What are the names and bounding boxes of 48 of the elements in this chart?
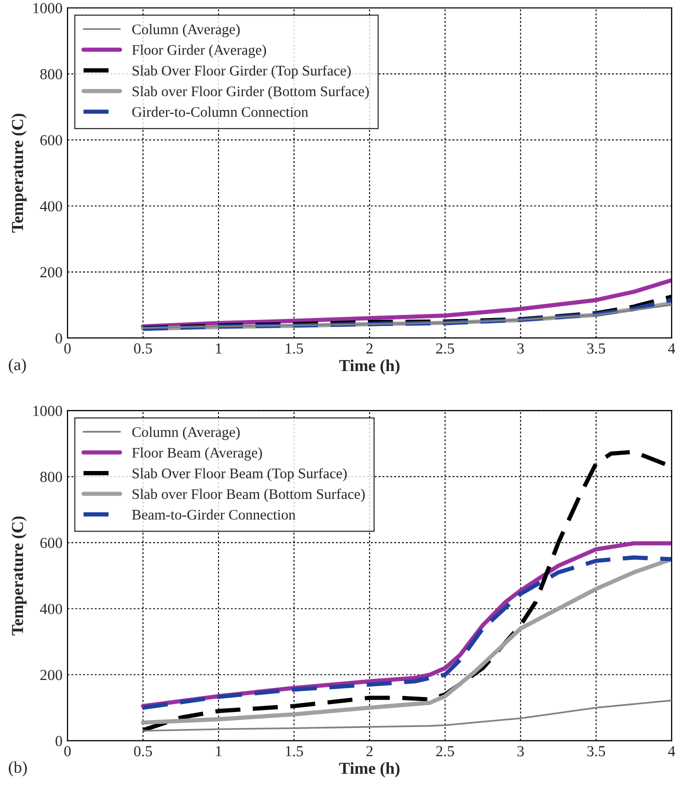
text: (a) (8, 358, 26, 374)
x-tick-label: 3.5 (587, 343, 606, 354)
x-tick-label: 3 (518, 746, 524, 756)
y-tick-label: 0 (56, 736, 62, 746)
y-tick-label: 400 (40, 201, 62, 212)
y-axis-title: Temperature (C) (11, 516, 27, 636)
x-axis-title: Time (h) (339, 762, 400, 778)
x-tick-label: 2.5 (436, 746, 454, 756)
x-tick-label: 1.5 (286, 746, 303, 756)
legend-label: Slab over Floor Girder (Bottom Surface) (132, 86, 369, 100)
x-tick-label: 1 (216, 746, 222, 756)
x-tick-label: 2.5 (436, 343, 454, 354)
y-tick-label: 400 (40, 604, 62, 614)
y-tick-label: 800 (40, 69, 62, 80)
x-tick-label: 0.5 (134, 343, 152, 354)
y-tick-label: 600 (40, 135, 62, 146)
x-tick-label: 4 (668, 343, 675, 354)
x-tick-label: 1.5 (286, 343, 303, 354)
y-axis-title: Temperature (C) (11, 114, 27, 233)
x-tick-label: 2 (366, 343, 373, 354)
y-tick-label: 800 (40, 472, 62, 482)
y-tick-label: 0 (56, 333, 62, 344)
y-tick-label: 600 (40, 538, 62, 548)
legend-label: Column (Average) (132, 24, 240, 38)
legend-label: Slab over Floor Beam (Bottom Surface) (132, 488, 365, 502)
y-tick-label: 1000 (33, 406, 62, 416)
y-tick-label: 200 (40, 670, 62, 680)
line-series (140, 278, 672, 329)
legend-label: Floor Girder (Average) (132, 44, 266, 58)
x-axis-title: Time (h) (339, 359, 400, 375)
y-tick-label: 1000 (33, 3, 62, 14)
text: (b) (8, 761, 27, 776)
legend-label: Beam-to-Girder Connection (132, 509, 296, 520)
x-tick-label: 3.5 (587, 746, 606, 756)
legend-label: Column (Average) (132, 426, 240, 440)
legend-label: Slab Over Floor Girder (Top Surface) (132, 65, 351, 79)
x-tick-label: 0.5 (134, 746, 152, 756)
legend-label: Floor Beam (Average) (132, 447, 262, 461)
x-tick-label: 2 (366, 746, 373, 756)
legend-label: Slab Over Floor Beam (Top Surface) (132, 468, 347, 482)
x-tick-label: 0 (64, 343, 71, 354)
x-tick-label: 1 (216, 343, 222, 354)
x-tick-label: 0 (64, 746, 71, 756)
x-tick-label: 3 (518, 343, 524, 354)
legend-label: Girder-to-Column Connection (132, 106, 308, 117)
x-tick-label: 4 (668, 746, 675, 756)
line-series (142, 700, 672, 732)
y-tick-label: 200 (40, 267, 62, 278)
